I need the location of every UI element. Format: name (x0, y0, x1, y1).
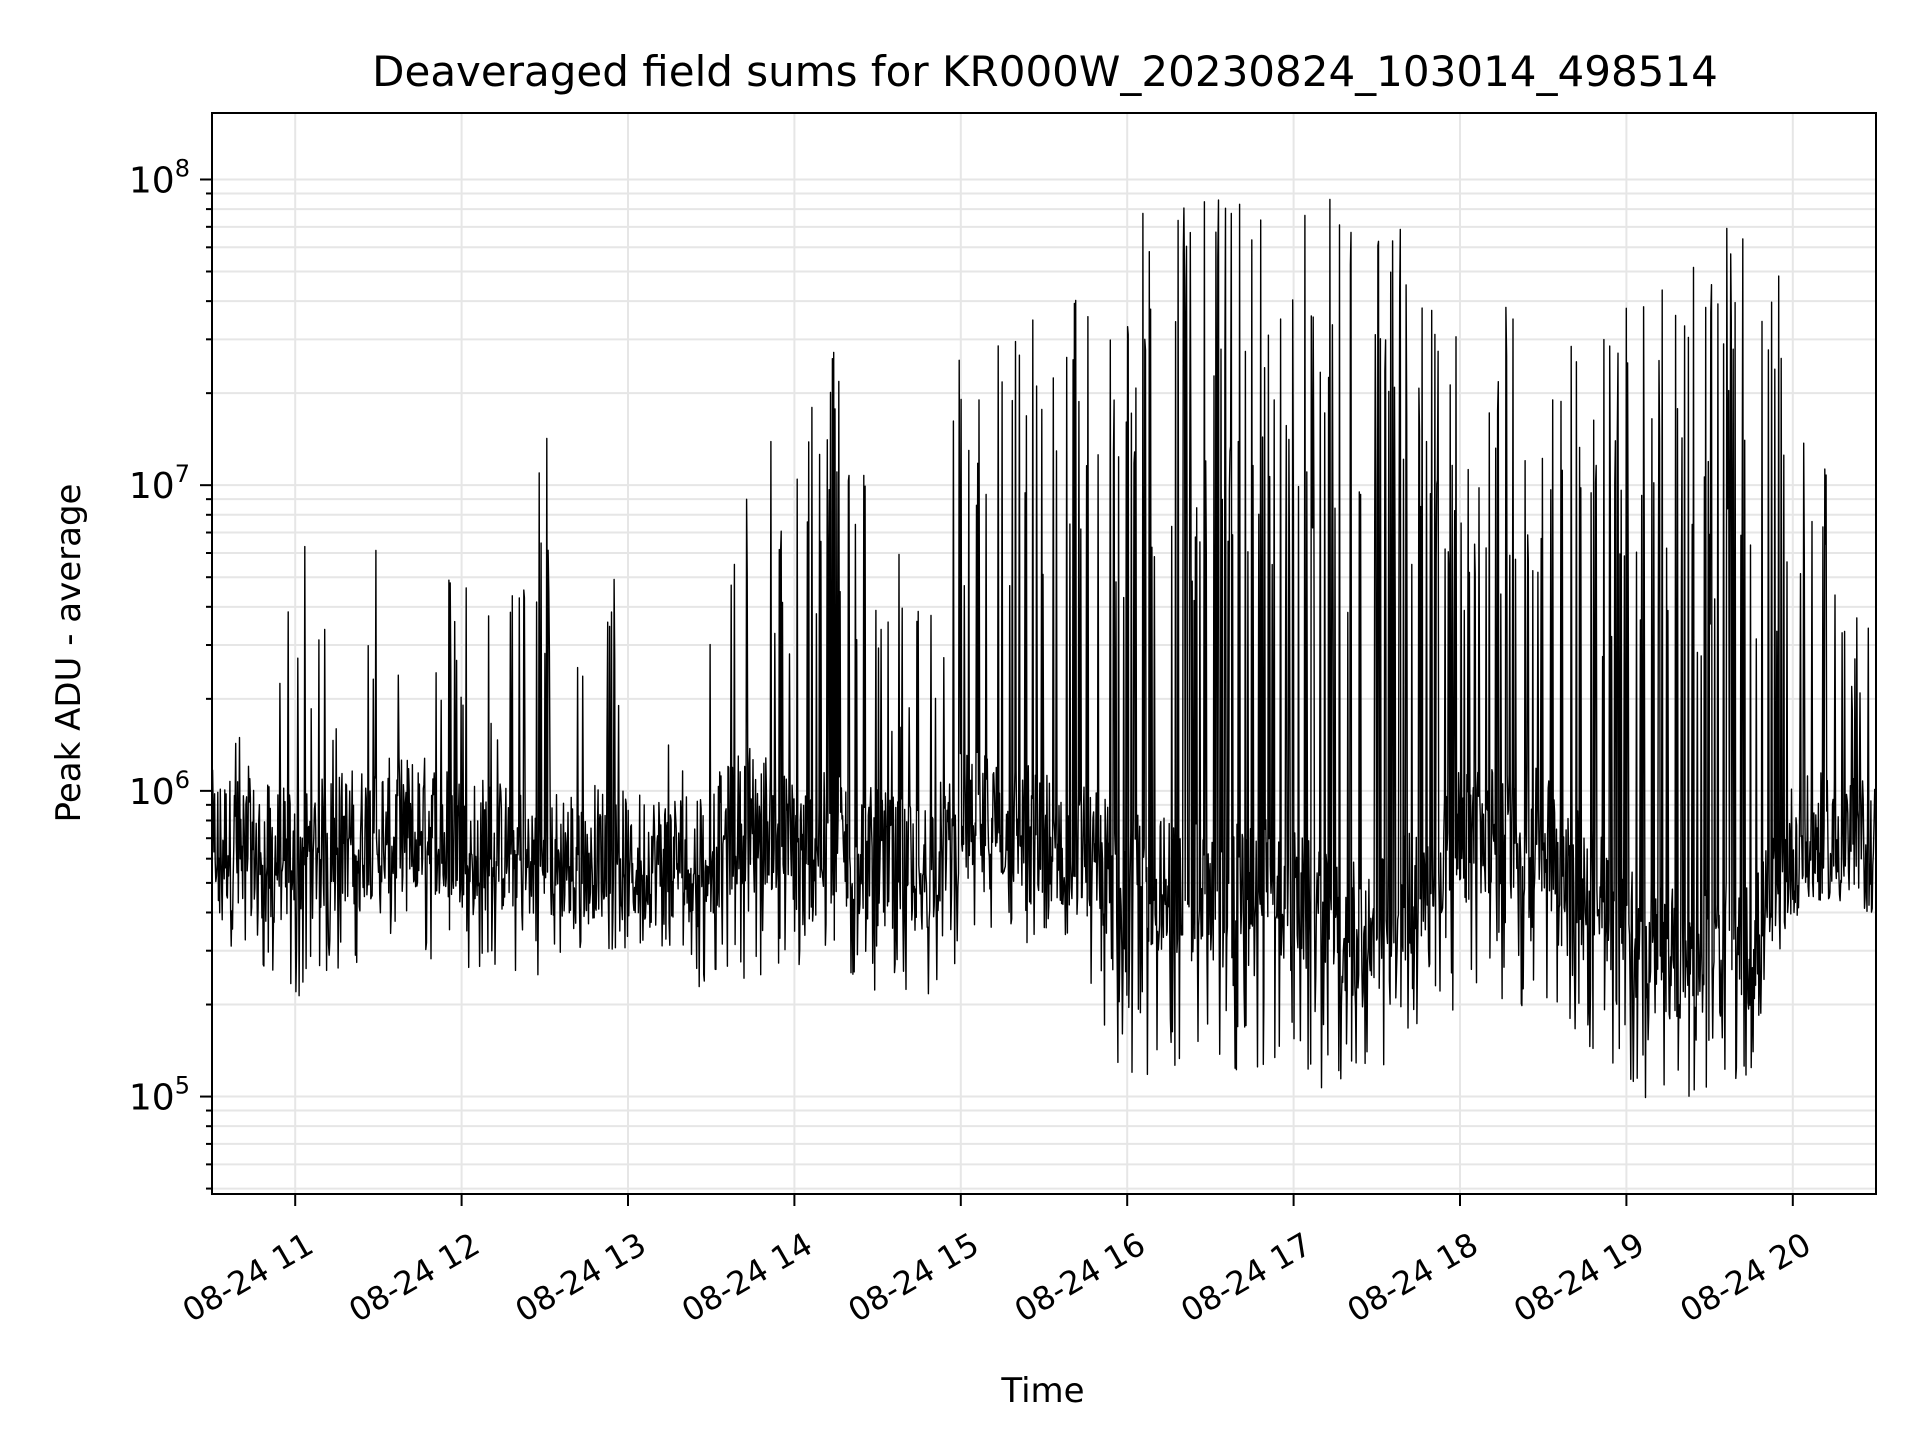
plot-area (211, 198, 1877, 1099)
y-tick-label: 107 (129, 460, 190, 507)
y-tick-label: 105 (129, 1072, 190, 1119)
y-axis: 105 106 107 108 (129, 154, 212, 1190)
y-tick-label: 106 (129, 766, 190, 813)
x-axis-label: Time (1000, 1371, 1084, 1411)
y-tick-label: 108 (129, 154, 190, 201)
chart-title: Deaveraged field sums for KR000W_2023082… (372, 47, 1718, 96)
axes-frame (211, 112, 1877, 1195)
series-line (211, 198, 1877, 1099)
y-axis-label: Peak ADU - average (49, 484, 89, 823)
